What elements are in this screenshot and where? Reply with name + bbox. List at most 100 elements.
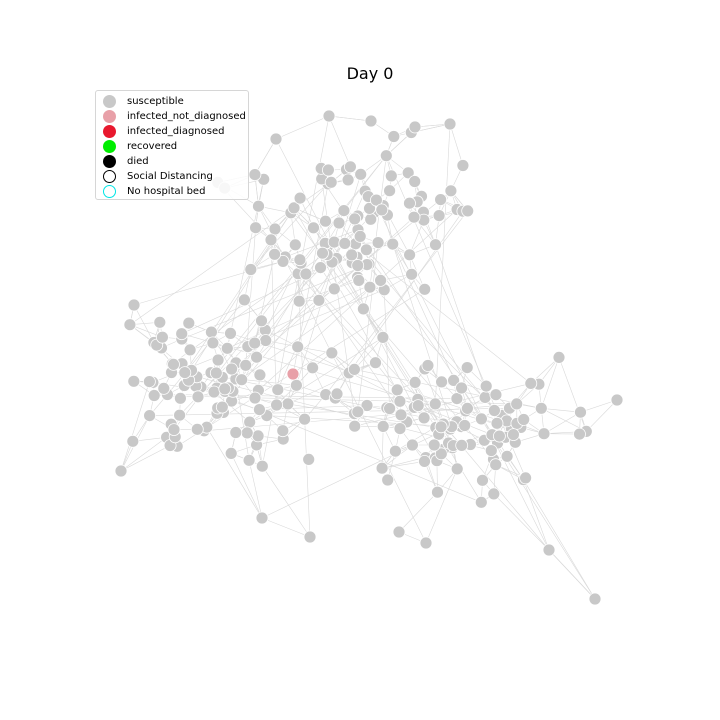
node-susceptible <box>352 273 366 287</box>
node-susceptible <box>348 212 362 226</box>
node-susceptible <box>225 362 239 376</box>
node-susceptible <box>455 438 469 452</box>
node-susceptible <box>173 391 187 405</box>
node-susceptible <box>458 419 472 432</box>
node-susceptible <box>574 405 587 419</box>
network-edge <box>586 399 618 432</box>
network-edge <box>523 479 596 600</box>
node-susceptible <box>492 429 506 443</box>
node-susceptible <box>417 411 431 425</box>
legend-item-susceptible: susceptible <box>96 94 250 109</box>
node-susceptible <box>489 388 503 402</box>
node-susceptible <box>427 438 441 452</box>
node-susceptible <box>288 238 302 252</box>
node-susceptible <box>435 375 449 389</box>
network-edge <box>133 261 284 306</box>
node-susceptible <box>209 366 223 380</box>
node-susceptible <box>312 293 326 307</box>
node-susceptible <box>450 462 464 476</box>
node-susceptible <box>552 350 566 364</box>
node-susceptible <box>401 166 415 180</box>
node-susceptible <box>510 397 524 411</box>
node-susceptible <box>384 169 398 183</box>
legend-item-infected-diagnosed: infected_diagnosed <box>96 124 250 139</box>
network-edge <box>354 337 384 370</box>
legend-item-social-distancing: Social Distancing <box>96 169 250 184</box>
node-susceptible <box>173 408 187 422</box>
network-edge <box>383 289 390 409</box>
node-susceptible <box>255 314 268 328</box>
node-susceptible <box>206 336 220 350</box>
legend-item-no-hospital-bed: No hospital bed <box>96 184 250 199</box>
node-susceptible <box>351 259 365 272</box>
node-susceptible <box>447 373 461 387</box>
network-edge <box>167 299 245 395</box>
node-susceptible <box>478 390 492 404</box>
node-susceptible <box>474 412 488 426</box>
node-susceptible <box>224 326 237 340</box>
node-susceptible <box>281 397 295 411</box>
node-susceptible <box>403 248 417 262</box>
network-edge <box>262 466 311 538</box>
node-susceptible <box>229 426 243 439</box>
node-susceptible <box>316 246 329 260</box>
node-susceptible <box>292 294 306 308</box>
legend-label: infected_not_diagnosed <box>127 111 246 122</box>
network-edge <box>228 280 381 389</box>
node-susceptible <box>359 243 373 257</box>
network-edge <box>523 479 550 551</box>
node-susceptible <box>517 413 531 426</box>
legend-label: Social Distancing <box>127 171 213 182</box>
node-susceptible <box>207 385 221 399</box>
node-susceptible <box>268 247 282 261</box>
node-susceptible <box>167 357 180 371</box>
node-susceptible <box>484 444 498 458</box>
node-susceptible <box>347 362 361 376</box>
network-edge <box>277 190 366 390</box>
node-susceptible <box>407 210 421 224</box>
node-susceptible <box>270 398 284 412</box>
network-edge <box>230 453 263 519</box>
network-edge <box>360 174 550 551</box>
node-susceptible <box>327 282 341 296</box>
node-layer <box>114 109 624 606</box>
network-edge <box>313 227 482 503</box>
node-susceptible <box>114 464 128 478</box>
network-edge <box>357 242 379 412</box>
node-susceptible <box>242 453 256 467</box>
node-susceptible <box>489 458 503 472</box>
node-susceptible <box>327 235 341 249</box>
node-susceptible <box>303 530 317 544</box>
node-susceptible <box>403 196 416 210</box>
node-susceptible <box>356 302 370 316</box>
node-susceptible <box>127 374 141 388</box>
node-susceptible <box>178 366 192 380</box>
network-edge <box>355 243 531 384</box>
node-susceptible <box>476 473 489 487</box>
node-susceptible <box>337 204 351 218</box>
node-susceptible <box>376 330 390 344</box>
node-susceptible <box>434 447 448 461</box>
node-susceptible <box>271 383 285 397</box>
network-edge <box>493 493 550 551</box>
node-susceptible <box>215 400 229 414</box>
node-susceptible <box>456 159 470 172</box>
node-susceptible <box>487 487 501 501</box>
node-susceptible <box>190 422 204 436</box>
network-edge <box>324 243 454 446</box>
node-susceptible <box>235 373 249 387</box>
network-edge <box>449 123 464 166</box>
node-susceptible <box>524 376 538 390</box>
node-susceptible <box>461 204 475 218</box>
network-edge <box>248 460 263 519</box>
node-susceptible <box>243 415 257 429</box>
network-edge <box>580 399 618 413</box>
legend-marker-infected-diagnosed <box>103 125 116 138</box>
node-susceptible <box>474 495 488 509</box>
node-susceptible <box>383 184 397 198</box>
network-edge <box>548 549 596 600</box>
node-susceptible <box>455 381 469 395</box>
node-susceptible <box>155 330 169 344</box>
node-susceptible <box>432 209 446 223</box>
